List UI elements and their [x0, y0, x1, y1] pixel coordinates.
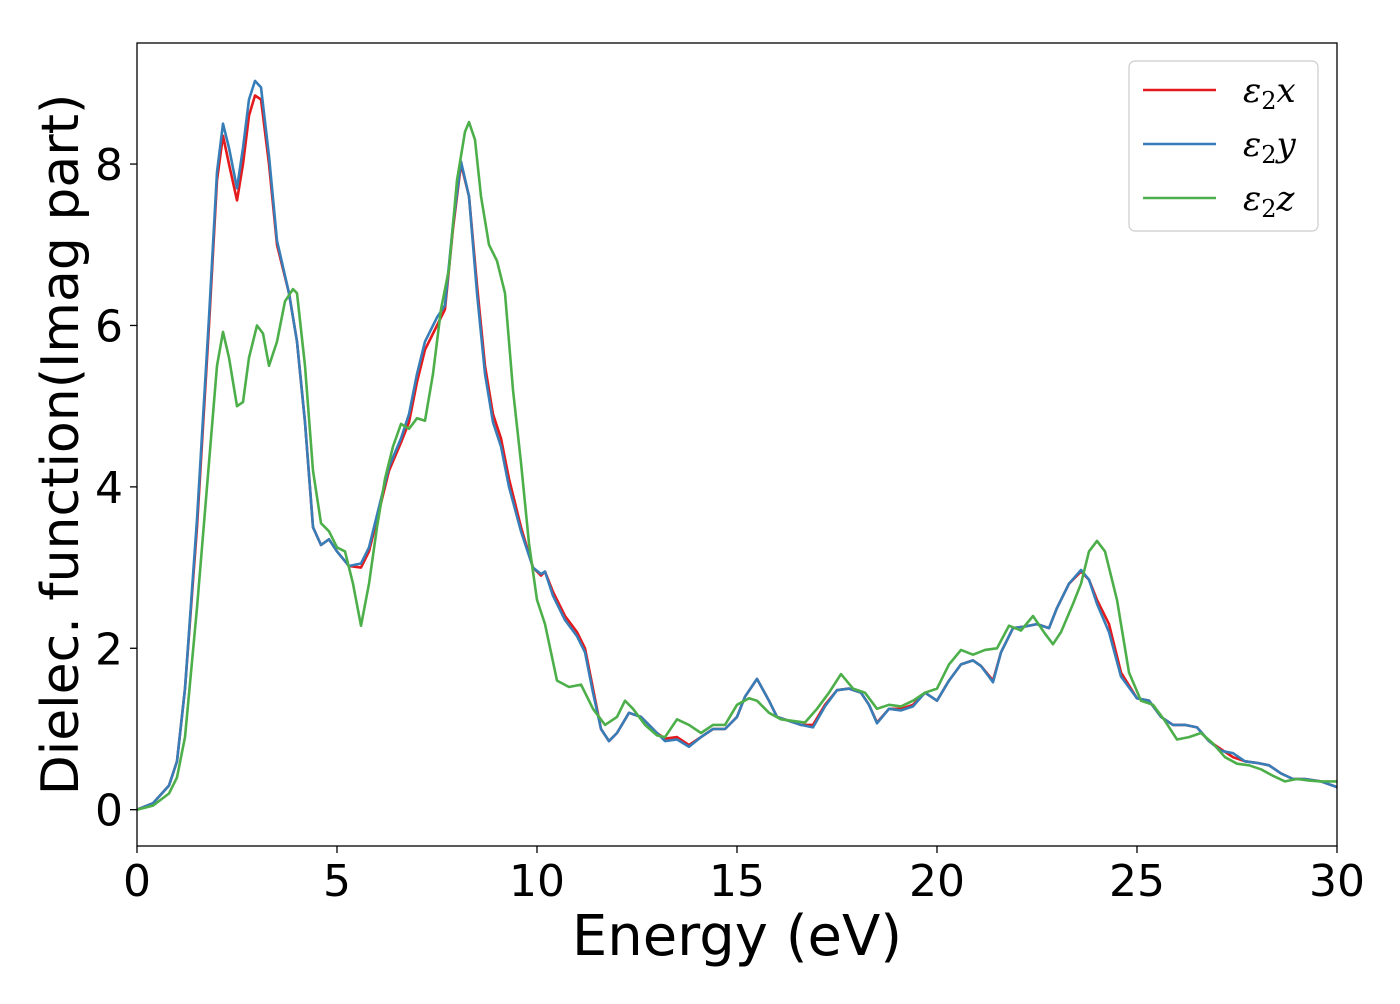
legend-box — [1128, 60, 1319, 232]
y-tick-label: 2 — [95, 624, 123, 675]
x-tick-label: 30 — [1309, 856, 1365, 907]
y-tick-label: 8 — [95, 140, 123, 191]
series-line-z — [137, 120, 1337, 811]
x-tick-label: 15 — [709, 856, 765, 907]
y-axis-title: Dielec. function(Imag part) — [31, 94, 91, 796]
legend-label-z: ε2z — [1243, 179, 1296, 223]
y-tick-label: 6 — [95, 301, 123, 352]
legend-label-x: ε2x — [1243, 71, 1296, 115]
y-tick-label: 0 — [95, 786, 123, 837]
series-layer — [137, 79, 1337, 811]
legend-label-y: ε2y — [1243, 125, 1297, 169]
x-tick-label: 0 — [123, 856, 151, 907]
x-tick-label: 20 — [909, 856, 965, 907]
legend: ε2x ε2y ε2z — [1128, 60, 1319, 232]
x-axis-title: Energy (eV) — [572, 904, 902, 969]
x-tick-label: 25 — [1109, 856, 1165, 907]
ticks-layer: 0 5 10 15 20 25 30 0 2 4 6 8 — [95, 140, 1365, 907]
x-tick-label: 5 — [323, 856, 351, 907]
x-tick-label: 10 — [509, 856, 565, 907]
y-tick-label: 4 — [95, 463, 123, 514]
